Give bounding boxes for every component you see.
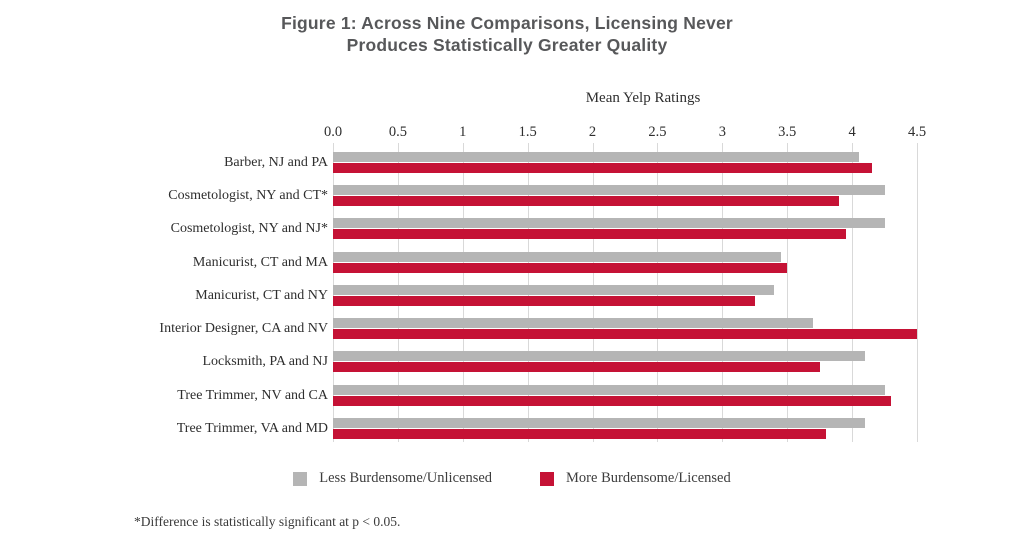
bar-more-burdensome <box>333 163 872 173</box>
gridline <box>917 143 918 442</box>
category-label: Interior Designer, CA and NV <box>159 321 328 337</box>
legend-label: More Burdensome/Licensed <box>566 470 731 486</box>
legend-item-licensed: More Burdensome/Licensed <box>540 470 731 487</box>
x-tick-label: 4 <box>848 124 856 140</box>
x-tick-label: 0.5 <box>388 124 407 140</box>
bar-less-burdensome <box>333 318 814 329</box>
category-label: Tree Trimmer, VA and MD <box>176 420 328 436</box>
figure-title-line2: Produces Statistically Greater Quality <box>346 35 668 55</box>
x-tick-label: 2.5 <box>648 124 667 140</box>
bar-more-burdensome <box>333 395 892 406</box>
bar-more-burdensome <box>333 362 820 373</box>
category-label: Cosmetologist, NY and NJ* <box>170 221 328 237</box>
category-label: Barber, NJ and PA <box>224 155 328 170</box>
x-tick-label: 2 <box>588 124 597 140</box>
bar-less-burdensome <box>333 218 885 229</box>
x-tick-label: 4.5 <box>907 124 927 140</box>
x-axis-tick-row: 0.0 0.5 1 1.5 2 2.5 3 3.5 4 4.5 <box>324 124 926 142</box>
bar-more-burdensome <box>333 262 788 273</box>
x-tick-label: 1 <box>459 124 467 140</box>
category-label: Manicurist, CT and NY <box>195 287 328 303</box>
x-axis-title: Mean Yelp Ratings <box>585 90 701 106</box>
gridline <box>787 143 789 442</box>
x-tick-label: 3.5 <box>778 124 797 140</box>
bar-less-burdensome <box>333 152 859 162</box>
x-tick-label: 3 <box>718 124 726 140</box>
bar-less-burdensome <box>333 284 775 295</box>
figure-title: Figure 1: Across Nine Comparisons, Licen… <box>0 12 1014 56</box>
bar-less-burdensome <box>333 251 781 262</box>
bar-less-burdensome <box>333 417 866 428</box>
bar-less-burdensome <box>333 185 885 196</box>
gridline <box>852 143 854 442</box>
bar-less-burdensome <box>333 351 866 362</box>
bar-more-burdensome <box>333 428 827 439</box>
plot-area <box>333 143 918 442</box>
legend: Less Burdensome/Unlicensed More Burdensom… <box>0 470 1024 487</box>
bar-less-burdensome <box>333 384 885 395</box>
legend-item-unlicensed: Less Burdensome/Unlicensed <box>293 470 492 487</box>
bar-more-burdensome <box>333 229 846 240</box>
figure-title-line1: Figure 1: Across Nine Comparisons, Licen… <box>281 13 733 33</box>
bar-more-burdensome <box>333 295 755 306</box>
footnote: *Difference is statistically significant… <box>134 514 401 529</box>
category-label: Locksmith, PA and NJ <box>202 354 329 370</box>
bar-more-burdensome <box>333 329 917 340</box>
legend-label: Less Burdensome/Unlicensed <box>319 470 493 486</box>
category-label: Manicurist, CT and MA <box>192 254 328 270</box>
legend-swatch-icon <box>293 471 308 486</box>
bar-more-burdensome <box>333 196 840 207</box>
category-label: Tree Trimmer, NV and CA <box>177 387 328 403</box>
x-tick-label: 0.0 <box>323 124 343 140</box>
x-tick-label: 1.5 <box>518 124 537 140</box>
legend-swatch-icon <box>540 471 555 486</box>
category-label: Cosmetologist, NY and CT* <box>168 188 328 204</box>
